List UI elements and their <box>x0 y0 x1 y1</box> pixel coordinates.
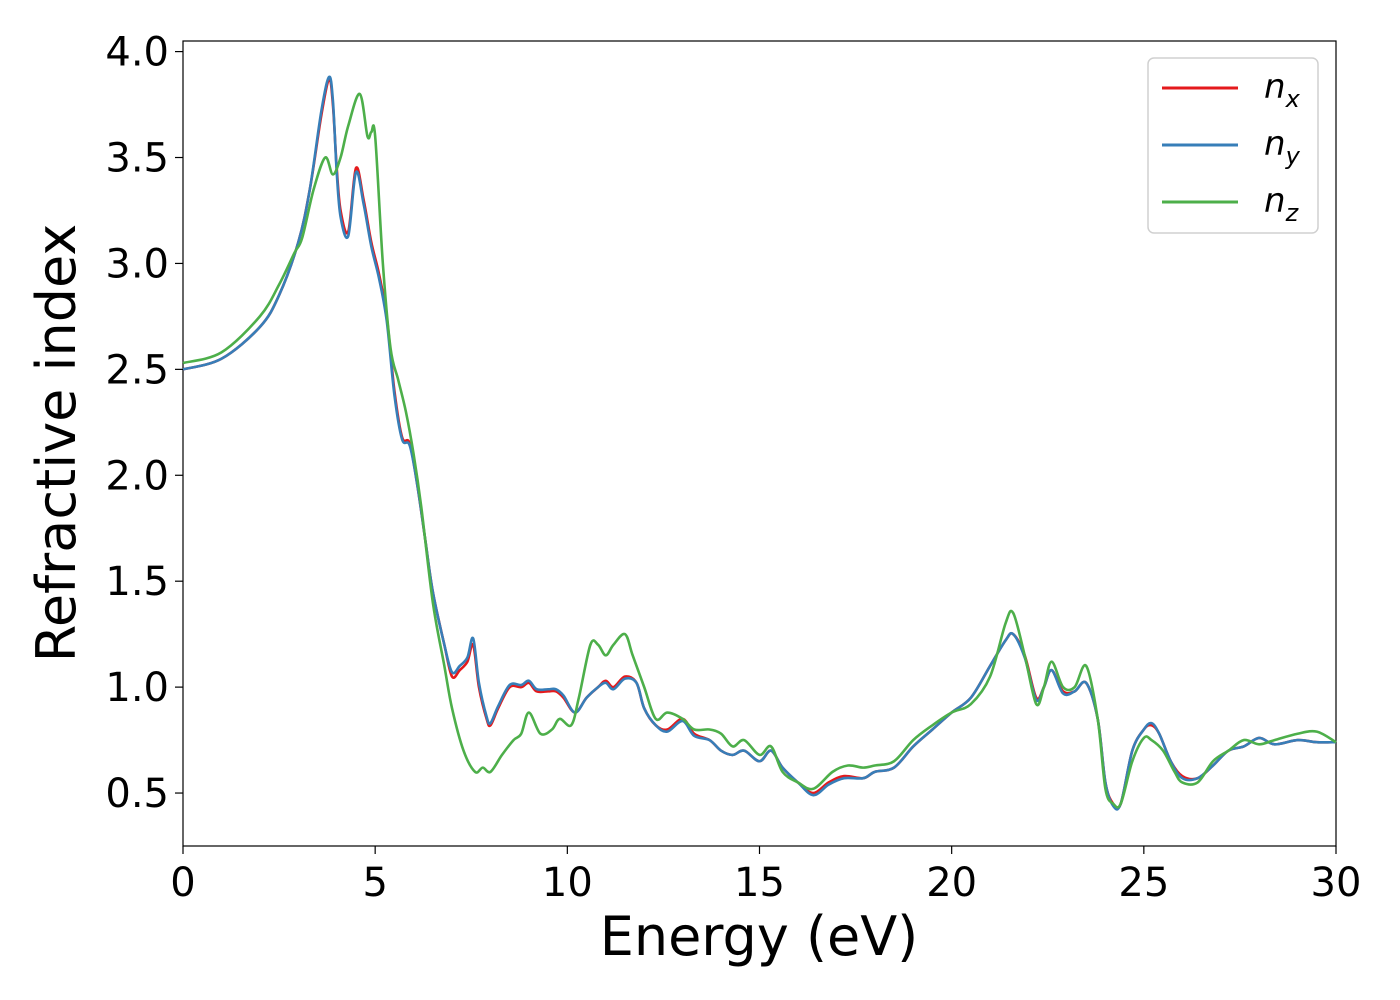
y-tick-label: 0.5 <box>105 771 169 817</box>
y-tick-label: 3.0 <box>105 241 169 287</box>
series-group <box>182 75 1337 811</box>
x-tick-label: 25 <box>1118 860 1169 906</box>
y-tick-label: 3.5 <box>105 136 169 182</box>
legend-label-z: nz <box>1264 181 1300 227</box>
y-axis-ticks: 0.5 1.0 1.5 2.0 2.5 3.0 3.5 4.0 <box>105 30 183 817</box>
y-tick-label: 1.5 <box>105 559 169 605</box>
y-axis-title: Refractive index <box>25 224 88 663</box>
x-axis-ticks: 0 5 10 15 20 25 30 <box>170 846 1361 906</box>
x-tick-label: 20 <box>926 860 977 906</box>
y-tick-label: 1.0 <box>105 665 169 711</box>
x-tick-label: 15 <box>734 860 785 906</box>
y-tick-label: 2.0 <box>105 453 169 499</box>
y-tick-label: 4.0 <box>105 30 169 76</box>
x-tick-label: 5 <box>362 860 387 906</box>
x-tick-label: 30 <box>1311 860 1362 906</box>
y-tick-label: 2.5 <box>105 347 169 393</box>
x-tick-label: 0 <box>170 860 195 906</box>
legend-label-x: nx <box>1264 67 1301 113</box>
series-line-z <box>182 92 1337 809</box>
x-axis-title: Energy (eV) <box>600 905 919 968</box>
legend-label-y: ny <box>1264 124 1301 170</box>
x-tick-label: 10 <box>542 860 593 906</box>
legend: nx ny nz <box>1147 57 1319 234</box>
